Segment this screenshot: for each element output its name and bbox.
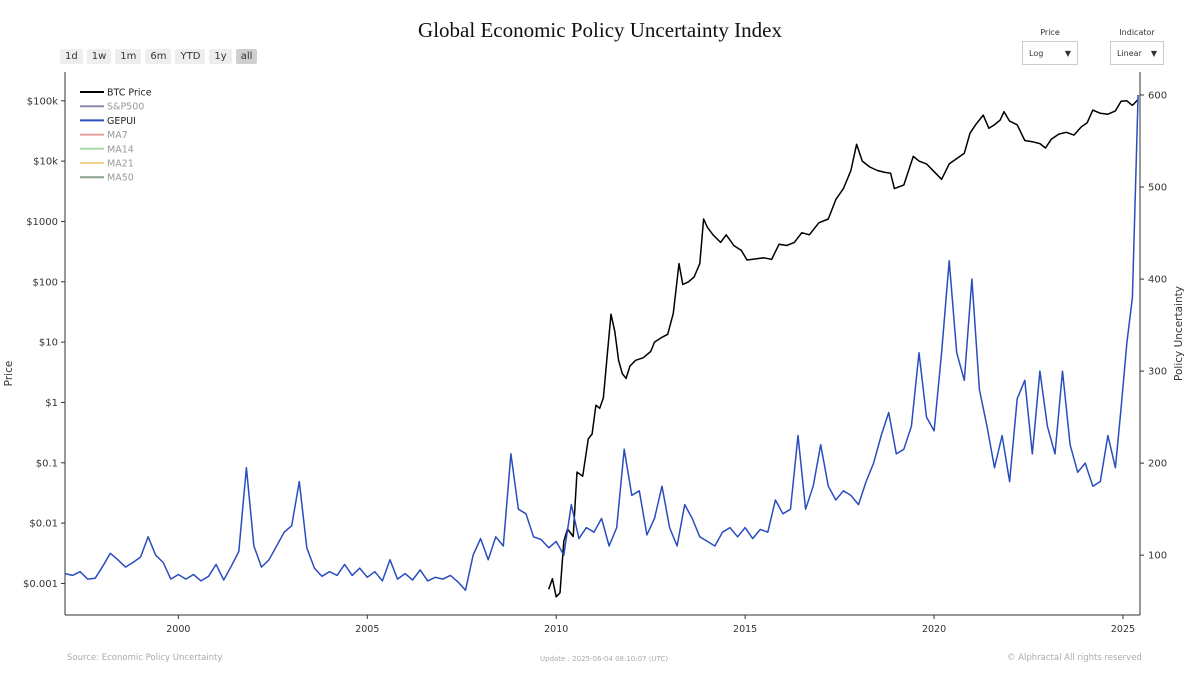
y-left-tick-label: $0.1	[36, 458, 58, 469]
range-button-1w[interactable]: 1w	[86, 49, 112, 64]
y-right-tick-label: 600	[1148, 91, 1167, 102]
price-scale-select[interactable]: Log ▼	[1022, 41, 1078, 65]
range-button-1y[interactable]: 1y	[209, 49, 232, 64]
y-right-tick-label: 400	[1148, 275, 1167, 286]
series-line-btc-price	[547, 98, 1139, 598]
price-scale-label: Price	[1040, 28, 1060, 37]
x-tick-label: 2020	[922, 624, 946, 635]
copyright-note: © Alphractal All rights reserved	[1007, 653, 1142, 663]
range-button-6m[interactable]: 6m	[145, 49, 172, 64]
legend-label-ma7: MA7	[107, 130, 128, 141]
price-scale-value: Log	[1029, 48, 1044, 58]
y-left-tick-label: $100k	[27, 96, 58, 107]
y-left-tick-label: $1	[45, 398, 58, 409]
x-tick-label: 2005	[355, 624, 379, 635]
range-button-ytd[interactable]: YTD	[175, 49, 206, 64]
y-left-tick-label: $10k	[33, 157, 58, 168]
legend-label-ma14: MA14	[107, 144, 134, 155]
legend-label-ma21: MA21	[107, 159, 134, 170]
y-left-tick-label: $0.001	[23, 579, 58, 590]
y-right-tick-label: 200	[1148, 459, 1167, 470]
page-title: Global Economic Policy Uncertainty Index	[418, 18, 782, 42]
y-axis-left-title: Price	[3, 361, 15, 387]
price-scale-control: Price Log ▼	[1022, 28, 1078, 65]
indicator-scale-label: Indicator	[1119, 28, 1155, 37]
y-right-tick-label: 100	[1148, 551, 1167, 562]
y-right-tick-label: 500	[1148, 183, 1167, 194]
legend-label-ma50: MA50	[107, 173, 134, 184]
source-note: Source: Economic Policy Uncertainty	[67, 653, 223, 663]
x-tick-label: 2025	[1111, 624, 1135, 635]
indicator-scale-select[interactable]: Linear ▼	[1110, 41, 1164, 65]
range-selector: 1d 1w 1m 6m YTD 1y all	[60, 49, 258, 64]
y-left-tick-label: $1000	[26, 217, 58, 228]
series-line-gepui	[64, 94, 1139, 591]
range-button-1d[interactable]: 1d	[60, 49, 83, 64]
x-tick-label: 2010	[544, 624, 568, 635]
indicator-scale-value: Linear	[1117, 48, 1142, 58]
legend-label-gepui: GEPUI	[107, 116, 136, 127]
y-left-tick-label: $10	[39, 338, 58, 349]
update-note: Update : 2025-06-04 08:10:07 (UTC)	[540, 655, 669, 663]
legend: BTC Price S&P500 GEPUI MA7 MA14 MA21 MA50	[80, 88, 152, 184]
x-tick-label: 2015	[733, 624, 757, 635]
indicator-scale-control: Indicator Linear ▼	[1110, 28, 1164, 65]
range-button-all[interactable]: all	[235, 49, 258, 64]
dropdown-arrow-icon: ▼	[1150, 48, 1157, 58]
y-axis-right-title: Policy Uncertainty	[1173, 286, 1185, 381]
x-tick-label: 2000	[166, 624, 190, 635]
dropdown-arrow-icon: ▼	[1064, 48, 1071, 58]
legend-label-s-p500: S&P500	[107, 102, 144, 113]
range-button-1m[interactable]: 1m	[115, 49, 142, 64]
y-left-tick-label: $100	[33, 277, 58, 288]
y-right-tick-label: 300	[1148, 367, 1167, 378]
legend-label-btc-price: BTC Price	[107, 88, 152, 99]
y-left-tick-label: $0.01	[29, 519, 58, 530]
